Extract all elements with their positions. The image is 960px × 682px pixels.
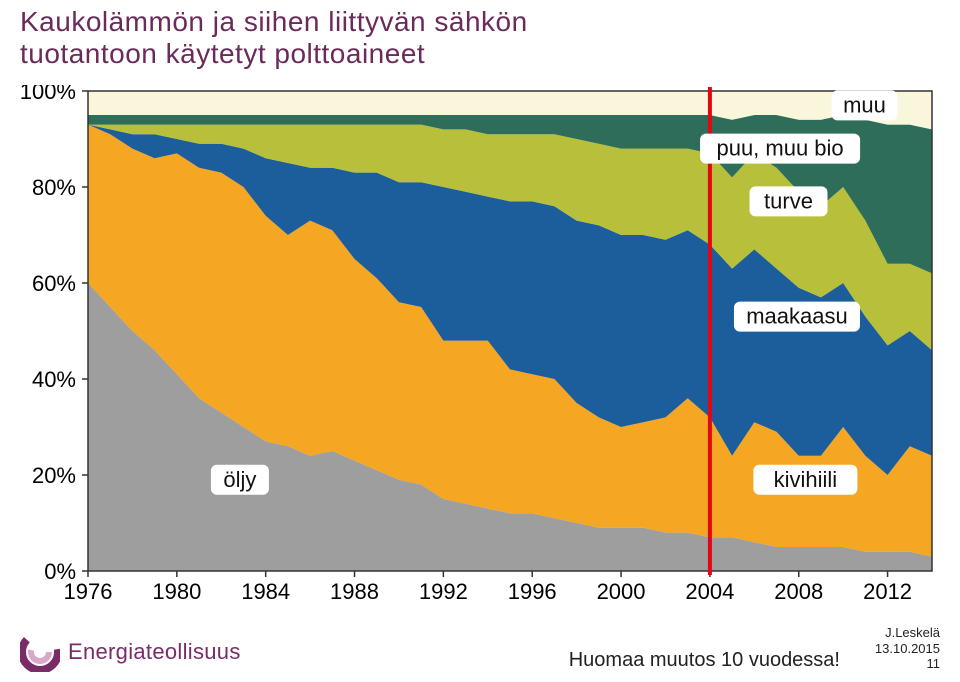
x-tick-label: 1984 xyxy=(241,579,290,604)
x-tick-label: 1976 xyxy=(64,579,113,604)
fuel-share-area-chart: 0%20%40%60%80%100%1976198019841988199219… xyxy=(20,85,940,607)
y-tick-label: 40% xyxy=(32,367,76,392)
title-line1: Kaukolämmön ja siihen liittyvän sähkön xyxy=(20,6,528,37)
chart-svg: 0%20%40%60%80%100%1976198019841988199219… xyxy=(20,85,940,607)
logo-swirl-icon xyxy=(20,632,60,672)
svg-text:maakaasu: maakaasu xyxy=(746,304,848,329)
y-tick-label: 20% xyxy=(32,463,76,488)
y-tick-label: 100% xyxy=(20,85,76,104)
x-tick-label: 2000 xyxy=(597,579,646,604)
footer-author: J.Leskelä xyxy=(875,625,940,641)
label-muu: muu xyxy=(831,90,897,120)
x-tick-label: 1992 xyxy=(419,579,468,604)
x-tick-label: 1988 xyxy=(330,579,379,604)
svg-text:öljy: öljy xyxy=(223,467,256,492)
chart-caption: Huomaa muutos 10 vuodessa! xyxy=(569,649,840,672)
footer-date: 13.10.2015 xyxy=(875,641,940,657)
x-tick-label: 2012 xyxy=(863,579,912,604)
label-turve: turve xyxy=(750,186,828,216)
page-footer: J.Leskelä 13.10.2015 11 xyxy=(875,625,940,672)
label-maakaasu: maakaasu xyxy=(734,302,860,332)
svg-text:turve: turve xyxy=(764,188,813,213)
brand-text: Energiateollisuus xyxy=(68,639,241,665)
x-tick-label: 1980 xyxy=(152,579,201,604)
x-tick-label: 2004 xyxy=(685,579,734,604)
svg-text:kivihiili: kivihiili xyxy=(774,467,838,492)
x-tick-label: 1996 xyxy=(508,579,557,604)
svg-text:puu, muu bio: puu, muu bio xyxy=(716,136,843,161)
svg-text:muu: muu xyxy=(843,92,886,117)
label-kivihiili: kivihiili xyxy=(753,465,857,495)
x-tick-label: 2008 xyxy=(774,579,823,604)
title-line2: tuotantoon käytetyt polttoaineet xyxy=(20,38,528,70)
label-oljy: öljy xyxy=(211,465,269,495)
label-puu: puu, muu bio xyxy=(700,134,860,164)
y-tick-label: 80% xyxy=(32,175,76,200)
footer-page: 11 xyxy=(875,656,940,672)
y-tick-label: 60% xyxy=(32,271,76,296)
brand-logo: Energiateollisuus xyxy=(20,632,241,672)
page-title: Kaukolämmön ja siihen liittyvän sähkön t… xyxy=(20,6,528,70)
